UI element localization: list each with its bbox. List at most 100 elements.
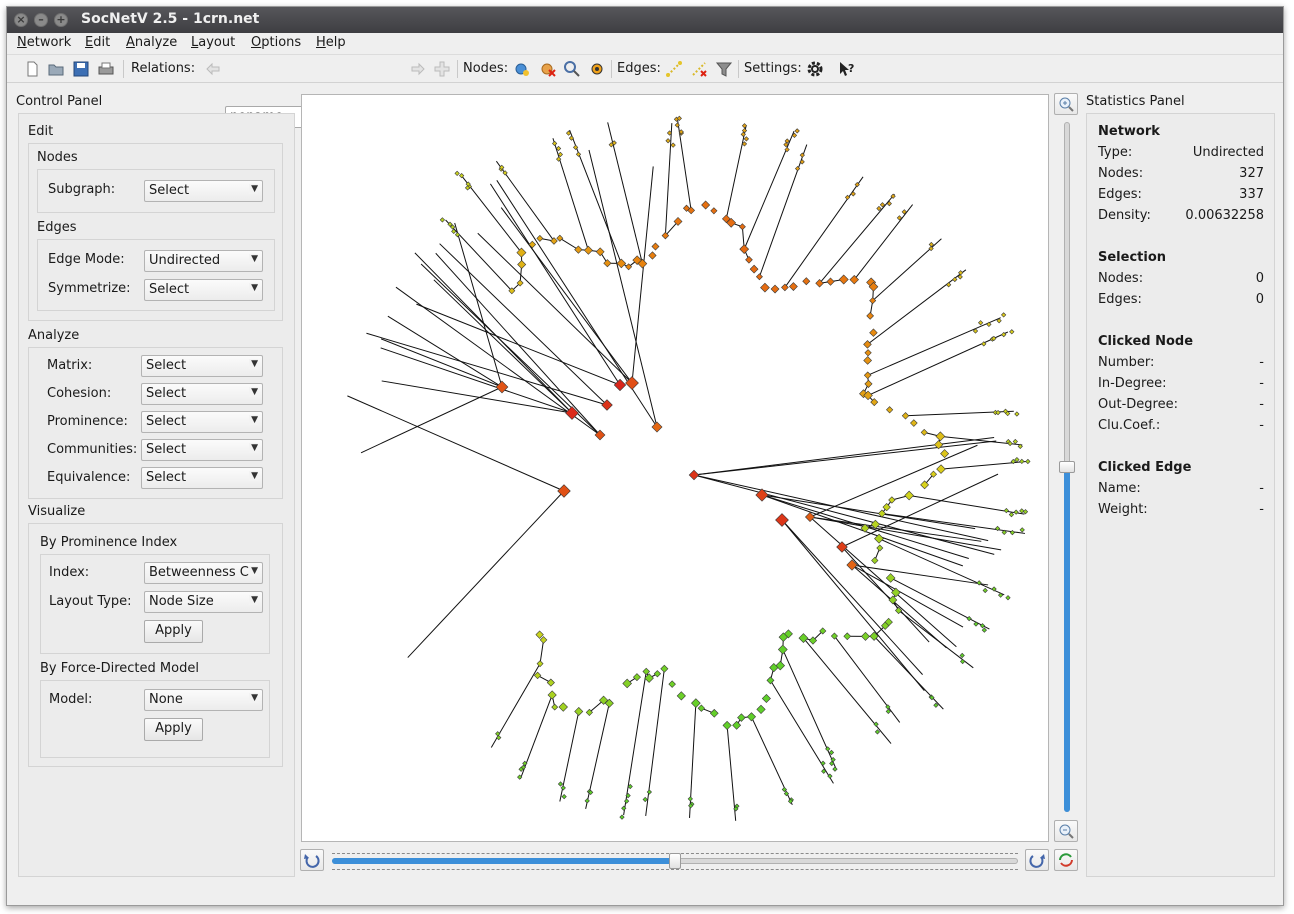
graph-node[interactable]	[539, 636, 548, 644]
graph-edge[interactable]	[588, 149, 658, 428]
graph-node[interactable]	[959, 652, 965, 659]
graph-node[interactable]	[869, 631, 879, 641]
graph-node[interactable]	[940, 449, 950, 459]
graph-edge[interactable]	[851, 564, 947, 649]
graph-node[interactable]	[830, 632, 838, 640]
graph-node[interactable]	[651, 242, 660, 251]
graph-edge[interactable]	[569, 129, 622, 264]
graph-edge[interactable]	[890, 577, 990, 630]
graph-edge[interactable]	[867, 269, 967, 345]
menu-network[interactable]: Network	[17, 35, 72, 50]
graph-edge[interactable]	[496, 180, 658, 428]
graph-node[interactable]	[666, 130, 673, 136]
graph-node[interactable]	[574, 706, 584, 716]
graph-node[interactable]	[619, 814, 625, 820]
graph-node[interactable]	[1001, 312, 1007, 318]
graph-node[interactable]	[676, 115, 682, 121]
graph-node[interactable]	[1005, 410, 1011, 417]
graph-node[interactable]	[739, 244, 750, 254]
graph-node[interactable]	[784, 146, 790, 153]
graph-node[interactable]	[885, 704, 891, 710]
graph-node[interactable]	[601, 399, 613, 411]
graph-node[interactable]	[502, 170, 508, 176]
graph-node[interactable]	[1014, 411, 1020, 417]
graph-node[interactable]	[740, 131, 746, 137]
graph-node[interactable]	[558, 702, 568, 712]
graph-edge[interactable]	[803, 637, 892, 744]
graph-node[interactable]	[830, 756, 836, 763]
graph-node[interactable]	[957, 274, 963, 280]
graph-edge[interactable]	[607, 122, 643, 264]
rotate-left-button[interactable]	[300, 849, 324, 871]
graph-node[interactable]	[761, 693, 771, 703]
graph-node[interactable]	[960, 658, 966, 665]
graph-edge[interactable]	[867, 331, 1009, 396]
graph-node[interactable]	[863, 340, 872, 349]
graph-node[interactable]	[995, 409, 1001, 416]
graph-node[interactable]	[825, 746, 831, 752]
graph-node[interactable]	[676, 691, 686, 701]
graph-node[interactable]	[981, 627, 987, 633]
graph-node[interactable]	[687, 206, 696, 215]
graph-node[interactable]	[1019, 527, 1025, 533]
graph-edge[interactable]	[725, 125, 747, 219]
graph-node[interactable]	[464, 185, 471, 191]
graph-node[interactable]	[560, 785, 566, 791]
graph-node[interactable]	[642, 796, 648, 803]
graph-node[interactable]	[741, 127, 748, 134]
graph-node[interactable]	[533, 671, 542, 680]
graph-node[interactable]	[781, 283, 789, 292]
prominence-select[interactable]: Select ▼	[141, 411, 263, 433]
graph-node[interactable]	[555, 145, 562, 152]
graph-node[interactable]	[574, 245, 583, 254]
menu-layout[interactable]: Layout	[191, 35, 236, 50]
remove-edge-icon[interactable]	[690, 60, 708, 78]
graph-node[interactable]	[682, 204, 691, 212]
graph-edge[interactable]	[693, 440, 997, 476]
gear-icon[interactable]	[806, 60, 824, 78]
graph-node[interactable]	[874, 729, 881, 735]
graph-node[interactable]	[826, 277, 835, 286]
graph-edge[interactable]	[395, 286, 601, 436]
graph-node[interactable]	[885, 573, 896, 583]
graph-edge[interactable]	[809, 516, 1002, 551]
graph-node[interactable]	[979, 623, 986, 629]
graph-node[interactable]	[459, 173, 465, 179]
graph-node[interactable]	[603, 259, 612, 268]
graph-node[interactable]	[973, 621, 979, 627]
graph-node[interactable]	[551, 703, 559, 711]
graph-edge[interactable]	[500, 207, 633, 384]
graph-node[interactable]	[495, 380, 509, 394]
graph-node[interactable]	[1012, 438, 1018, 445]
graph-node[interactable]	[749, 264, 759, 274]
add-node-icon[interactable]	[513, 60, 531, 78]
graph-node[interactable]	[1019, 458, 1025, 465]
graph-edge[interactable]	[781, 519, 925, 691]
graph-node[interactable]	[733, 806, 739, 812]
graph-edge[interactable]	[489, 183, 621, 386]
graph-edge[interactable]	[559, 237, 579, 251]
graph-node[interactable]	[868, 281, 879, 292]
graph-node[interactable]	[849, 274, 859, 285]
graph-node[interactable]	[991, 335, 997, 342]
open-folder-icon[interactable]	[47, 60, 65, 78]
save-icon[interactable]	[72, 60, 90, 78]
graph-edge[interactable]	[380, 347, 573, 414]
graph-node[interactable]	[904, 490, 914, 501]
graph-node[interactable]	[737, 713, 746, 722]
graph-node[interactable]	[863, 356, 872, 365]
graph-node[interactable]	[551, 140, 558, 147]
graph-node[interactable]	[784, 138, 790, 144]
graph-edge[interactable]	[726, 725, 737, 821]
graph-node[interactable]	[920, 480, 930, 490]
graph-node[interactable]	[996, 318, 1002, 324]
graph-edge[interactable]	[784, 176, 864, 288]
graph-node[interactable]	[869, 297, 877, 305]
graph-node[interactable]	[627, 783, 633, 790]
graph-edge[interactable]	[851, 564, 964, 628]
graph-node[interactable]	[701, 200, 711, 210]
graph-node[interactable]	[518, 766, 524, 772]
graph-node[interactable]	[846, 559, 858, 571]
new-file-icon[interactable]	[23, 60, 41, 78]
graph-node[interactable]	[864, 349, 872, 357]
